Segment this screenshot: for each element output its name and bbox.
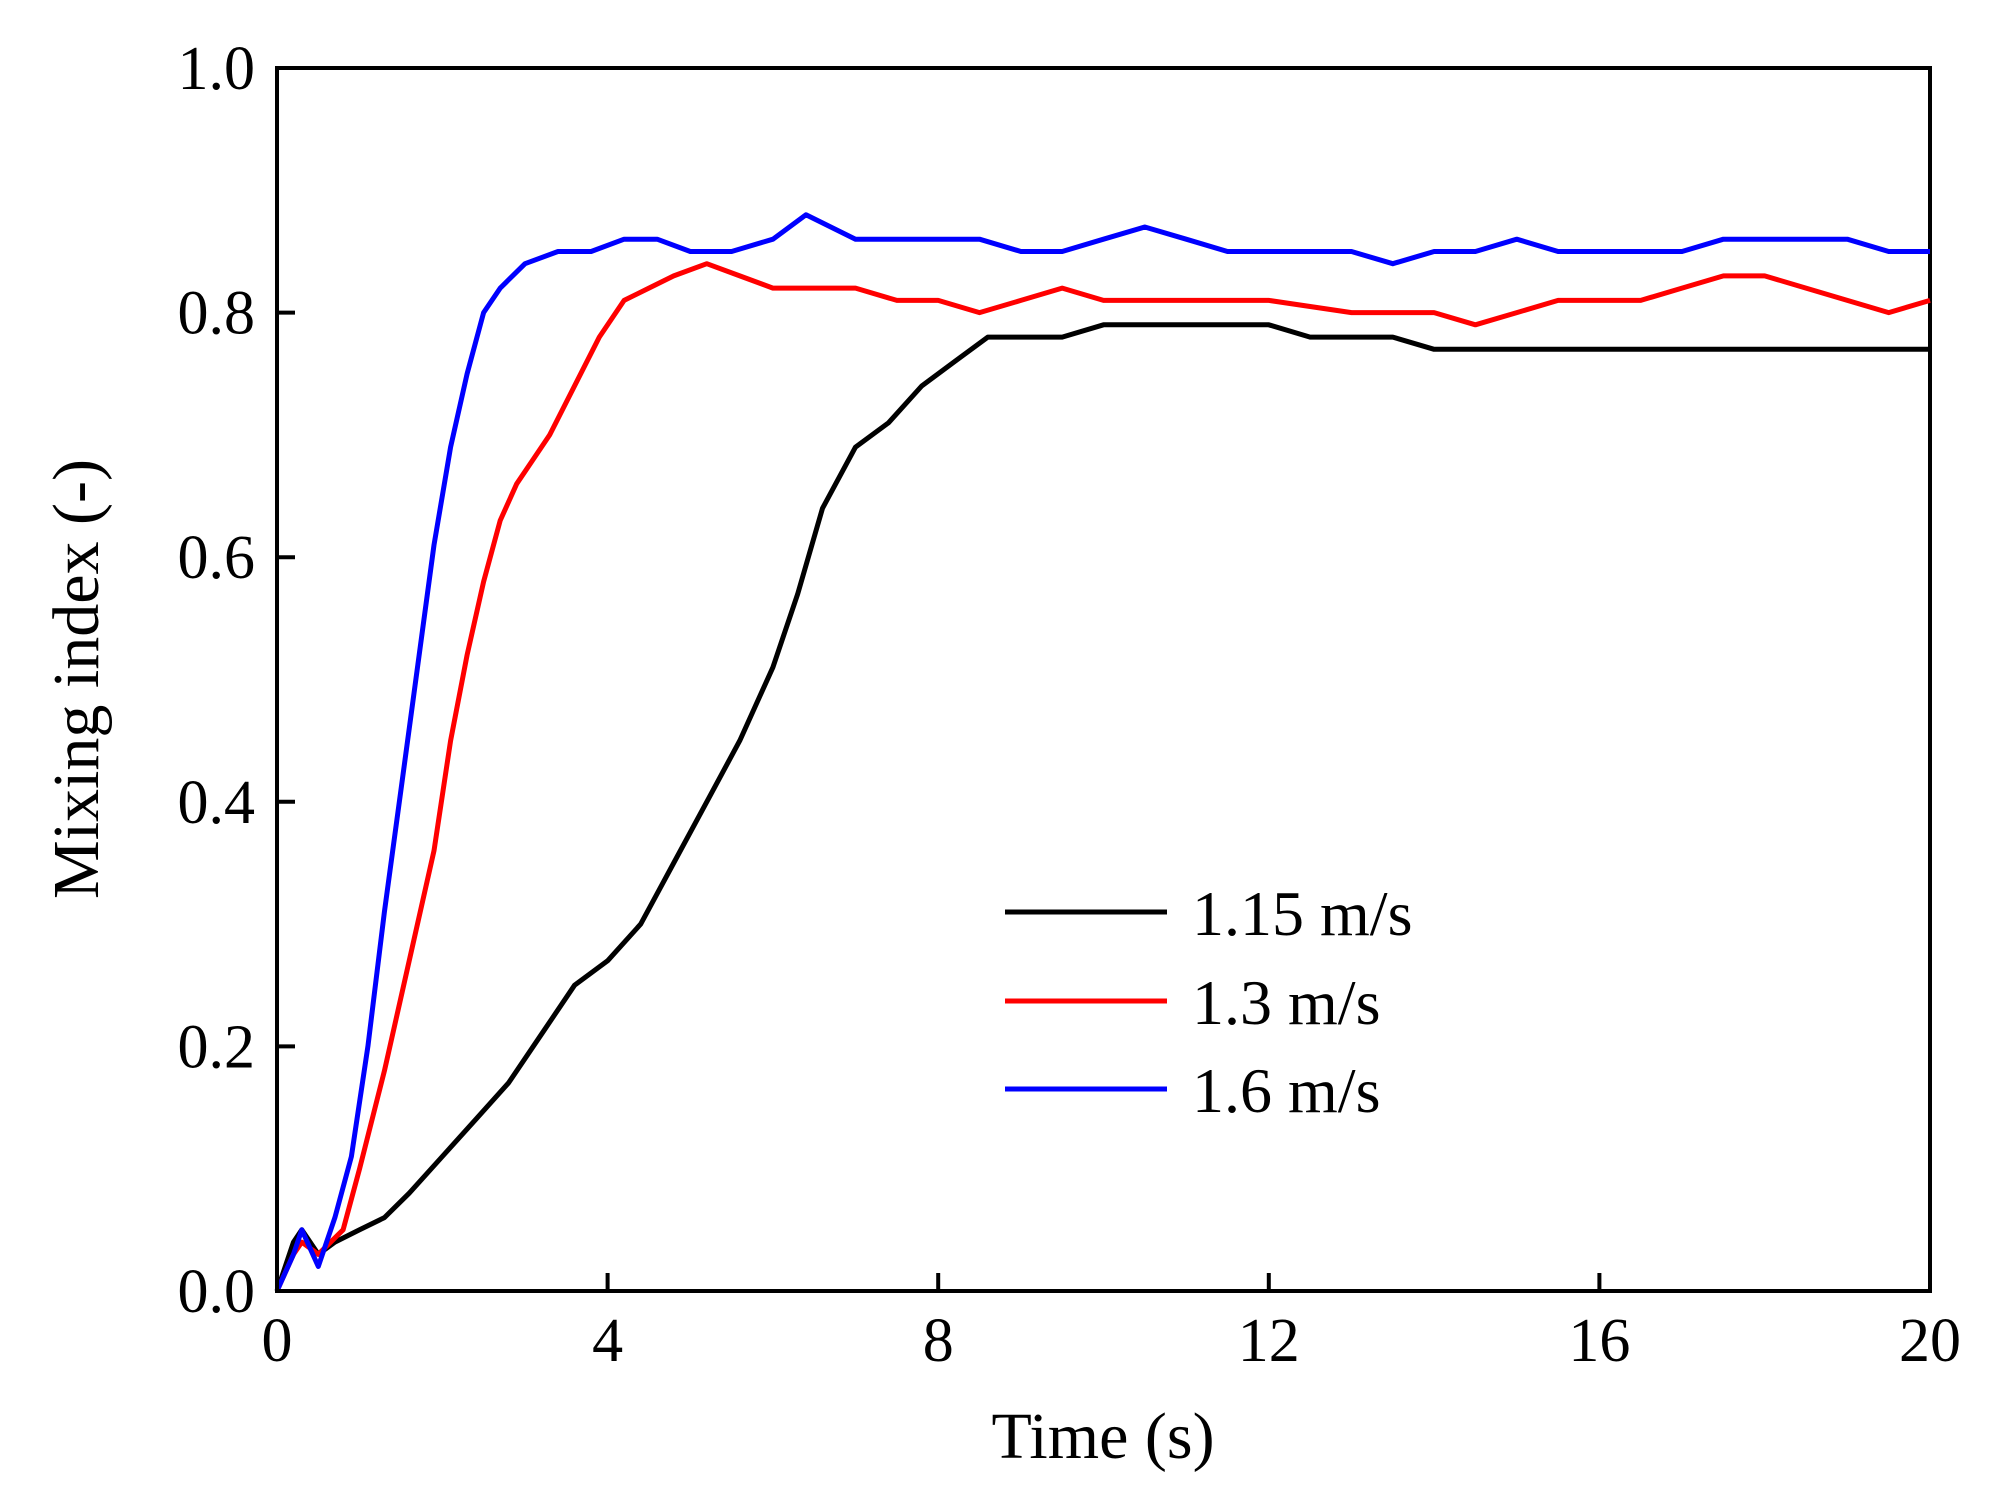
series-line-1-6 xyxy=(274,212,1930,1293)
y-tick-label: 0.2 xyxy=(178,1013,256,1081)
y-tick-label: 0.6 xyxy=(178,524,256,592)
y-tick-label: 0.4 xyxy=(178,769,256,837)
tick-layer: 0 4 8 12 16 20 0.0 0.2 0.4 0.6 0.8 1.0 xyxy=(178,35,1962,1375)
y-tick-label: 0.8 xyxy=(178,280,256,348)
legend-label-1-15: 1.15 m/s xyxy=(1192,878,1412,949)
x-tick-label: 16 xyxy=(1568,1307,1630,1375)
y-tick-label: 0.0 xyxy=(178,1258,256,1326)
x-tick-label: 8 xyxy=(923,1307,954,1375)
x-tick-label: 4 xyxy=(592,1307,623,1375)
x-tick-label: 0 xyxy=(262,1307,293,1375)
x-axis-title: Time (s) xyxy=(991,1400,1214,1473)
series-line-1-15 xyxy=(274,322,1930,1292)
y-tick-label: 1.0 xyxy=(178,35,256,103)
legend-label-1-6: 1.6 m/s xyxy=(1192,1055,1380,1126)
legend: 1.15 m/s 1.3 m/s 1.6 m/s xyxy=(1005,878,1412,1126)
series-layer xyxy=(274,212,1931,1293)
series-line-1-3 xyxy=(274,261,1931,1293)
x-tick-label: 20 xyxy=(1899,1307,1961,1375)
x-tick-label: 12 xyxy=(1238,1307,1300,1375)
plot-area-frame xyxy=(275,66,1932,1293)
legend-label-1-3: 1.3 m/s xyxy=(1192,967,1380,1038)
y-axis-title: Mixing index (-) xyxy=(40,459,113,899)
